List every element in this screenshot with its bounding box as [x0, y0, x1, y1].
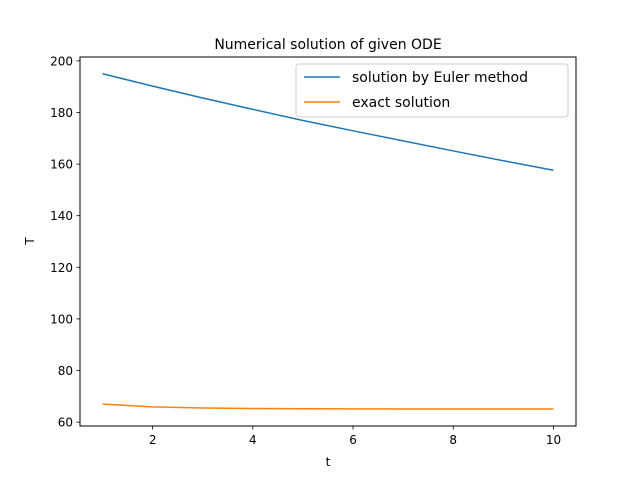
x-tick-label: 8 — [449, 433, 457, 447]
series-line-1 — [102, 403, 554, 410]
legend: solution by Euler method exact solution — [295, 63, 569, 118]
legend-label-0: solution by Euler method — [352, 70, 528, 86]
x-tick-label: 2 — [149, 433, 157, 447]
x-tick-label: 6 — [349, 433, 357, 447]
y-tick-label: 140 — [50, 209, 73, 223]
y-tick-label: 120 — [50, 261, 73, 275]
x-tick-label: 4 — [249, 433, 257, 447]
legend-label-1: exact solution — [352, 95, 450, 111]
series-line-0 — [102, 73, 554, 172]
y-tick-label: 80 — [58, 364, 73, 378]
y-axis-label: T — [23, 237, 37, 246]
y-tick-label: 200 — [50, 54, 73, 68]
axes-frame — [79, 56, 577, 427]
y-tick-label: 180 — [50, 106, 73, 120]
chart-title: Numerical solution of given ODE — [214, 37, 441, 53]
plot-area: 2 4 6 8 10 60 80 100 120 140 160 180 200 — [50, 54, 561, 447]
y-tick-label: 160 — [50, 158, 73, 172]
x-tick-label: 10 — [546, 433, 561, 447]
x-axis-label: t — [326, 455, 331, 469]
legend-frame — [295, 63, 569, 118]
y-tick-label: 60 — [58, 416, 73, 430]
y-tick-label: 100 — [50, 312, 73, 326]
